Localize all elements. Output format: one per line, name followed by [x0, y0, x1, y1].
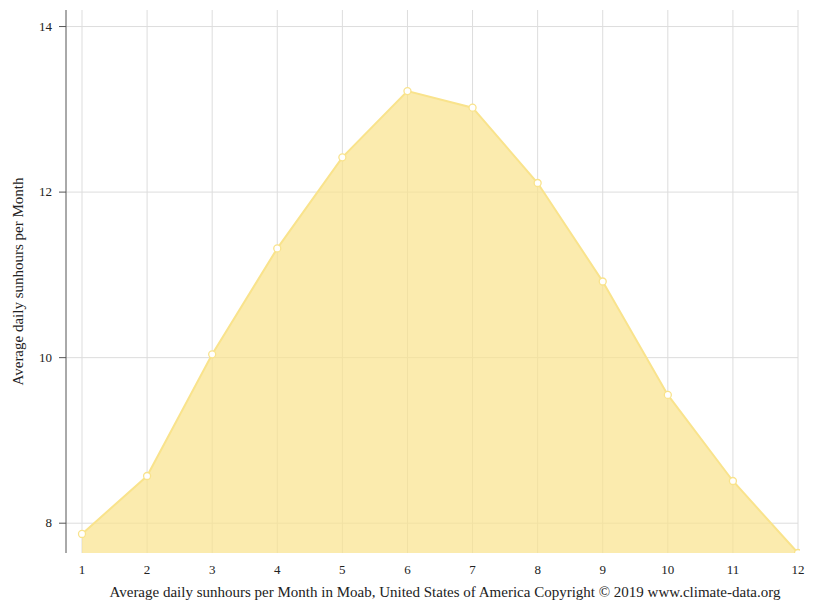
plot-area [79, 88, 801, 553]
y-tick [59, 523, 66, 524]
data-point [795, 550, 801, 554]
y-tick [59, 26, 66, 27]
data-point [404, 88, 411, 95]
data-point [274, 245, 281, 252]
y-tick-label: 8 [46, 515, 53, 530]
x-tick-label: 3 [209, 562, 216, 577]
data-point [469, 104, 476, 111]
data-point [534, 179, 541, 186]
y-axis-line [66, 10, 67, 553]
x-tick-label: 4 [274, 562, 281, 577]
x-tick-label: 5 [339, 562, 346, 577]
y-tick-label: 14 [39, 19, 53, 34]
chart: 8101214123456789101112Average daily sunh… [0, 0, 815, 611]
y-tick [59, 357, 66, 358]
data-point [144, 473, 151, 480]
x-grid-line [82, 10, 83, 553]
y-tick-label: 12 [39, 184, 52, 199]
x-tick-label: 11 [727, 562, 740, 577]
area-line [82, 91, 798, 553]
x-tick-label: 7 [469, 562, 476, 577]
data-point [209, 351, 216, 358]
x-tick-label: 2 [144, 562, 151, 577]
chart-root: 8101214123456789101112Average daily sunh… [0, 0, 815, 611]
data-point [339, 154, 346, 161]
x-tick-label: 12 [792, 562, 805, 577]
y-tick-label: 10 [39, 350, 52, 365]
x-tick-label: 9 [599, 562, 606, 577]
title: Average daily sunhours per Month in Moab… [110, 584, 781, 600]
data-point [729, 477, 736, 484]
y-axis-label: Average daily sunhours per Month [10, 177, 26, 386]
x-grid-line [147, 10, 148, 553]
y-tick [59, 192, 66, 193]
y-grid-line [66, 26, 798, 27]
x-tick-label: 6 [404, 562, 411, 577]
x-tick-label: 8 [534, 562, 541, 577]
data-point [599, 278, 606, 285]
x-grid-line [732, 10, 733, 553]
x-grid-line [798, 10, 799, 553]
x-tick-label: 1 [79, 562, 86, 577]
x-tick-label: 10 [661, 562, 674, 577]
area-fill [82, 91, 798, 553]
data-point [664, 391, 671, 398]
data-point [79, 530, 86, 537]
